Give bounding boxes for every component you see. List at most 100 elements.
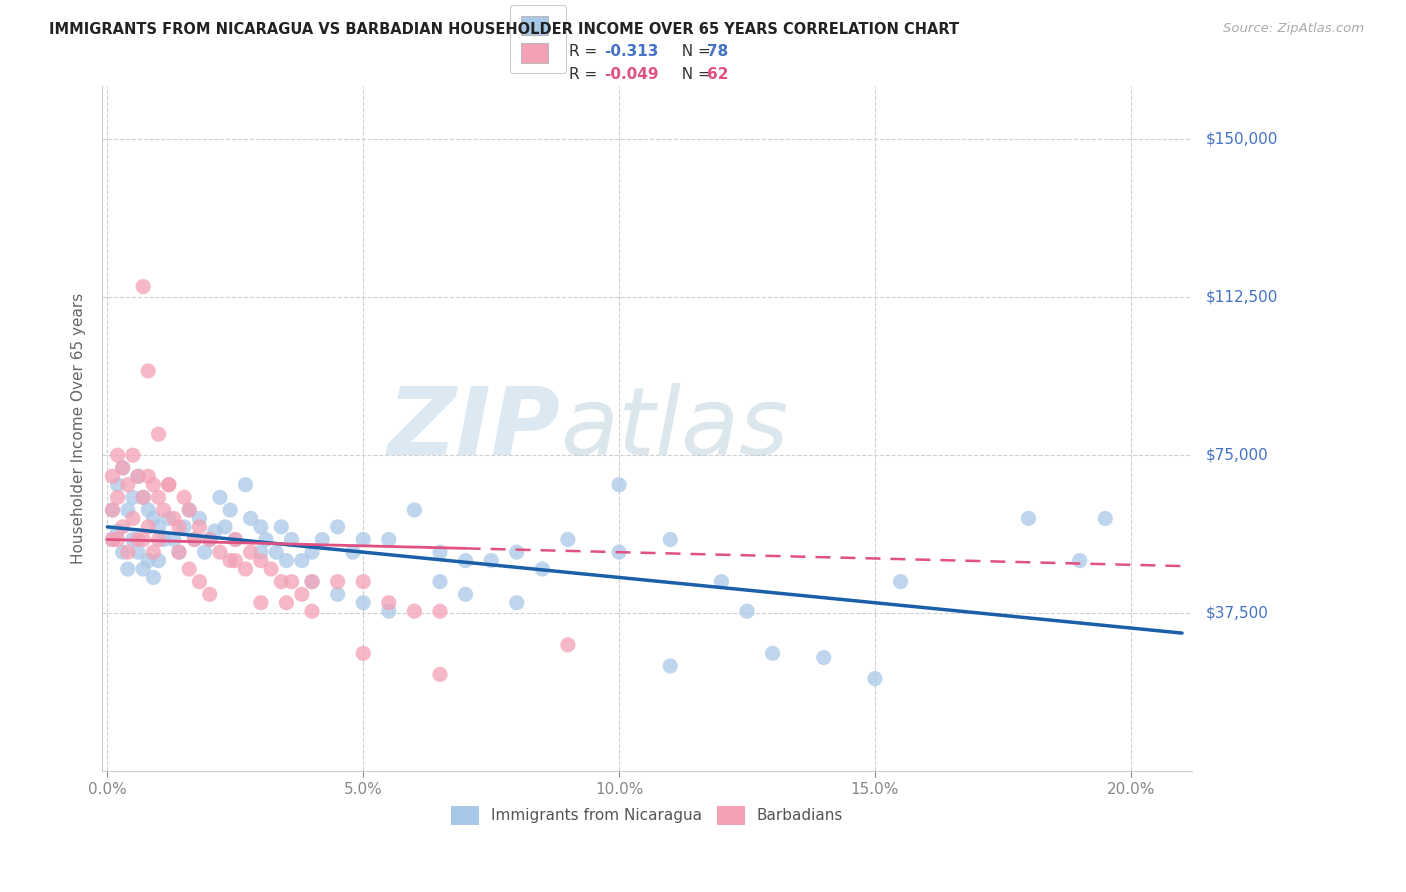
- Point: [107, 491, 129, 505]
- Point: [127, 533, 149, 547]
- Point: [117, 562, 139, 576]
- Point: [352, 574, 374, 589]
- Point: [107, 533, 129, 547]
- Point: [219, 553, 242, 567]
- Point: [157, 477, 180, 491]
- Text: N =: N =: [672, 45, 716, 59]
- Point: [276, 553, 298, 567]
- Point: [111, 460, 134, 475]
- Point: [152, 533, 174, 547]
- Point: [136, 469, 159, 483]
- Point: [127, 469, 149, 483]
- Point: [326, 587, 349, 601]
- Point: [148, 491, 170, 505]
- Point: [132, 279, 155, 293]
- Point: [239, 545, 262, 559]
- Point: [429, 574, 451, 589]
- Point: [208, 491, 231, 505]
- Point: [142, 511, 165, 525]
- Point: [270, 574, 292, 589]
- Text: $150,000: $150,000: [1206, 131, 1278, 146]
- Point: [167, 545, 190, 559]
- Point: [276, 596, 298, 610]
- Point: [173, 491, 195, 505]
- Legend: Immigrants from Nicaragua, Barbadians: Immigrants from Nicaragua, Barbadians: [443, 798, 851, 832]
- Point: [479, 553, 502, 567]
- Point: [101, 533, 124, 547]
- Point: [219, 503, 242, 517]
- Point: [142, 545, 165, 559]
- Point: [167, 545, 190, 559]
- Point: [378, 533, 401, 547]
- Point: [280, 533, 302, 547]
- Point: [107, 448, 129, 462]
- Point: [531, 562, 554, 576]
- Point: [179, 503, 201, 517]
- Point: [117, 545, 139, 559]
- Point: [250, 545, 273, 559]
- Point: [607, 477, 630, 491]
- Point: [235, 562, 257, 576]
- Point: [148, 427, 170, 442]
- Point: [710, 574, 733, 589]
- Point: [136, 520, 159, 534]
- Point: [188, 574, 211, 589]
- Point: [127, 469, 149, 483]
- Point: [101, 503, 124, 517]
- Point: [260, 562, 283, 576]
- Point: [101, 503, 124, 517]
- Point: [132, 491, 155, 505]
- Point: [224, 533, 246, 547]
- Point: [136, 553, 159, 567]
- Point: [404, 604, 426, 618]
- Point: [179, 562, 201, 576]
- Point: [342, 545, 364, 559]
- Point: [378, 604, 401, 618]
- Point: [122, 533, 145, 547]
- Point: [101, 533, 124, 547]
- Point: [326, 574, 349, 589]
- Point: [183, 533, 205, 547]
- Point: [378, 596, 401, 610]
- Point: [254, 533, 277, 547]
- Point: [198, 533, 221, 547]
- Point: [117, 477, 139, 491]
- Point: [122, 491, 145, 505]
- Point: [136, 364, 159, 378]
- Point: [352, 596, 374, 610]
- Point: [557, 638, 579, 652]
- Point: [404, 503, 426, 517]
- Point: [183, 533, 205, 547]
- Point: [157, 511, 180, 525]
- Point: [173, 520, 195, 534]
- Point: [1018, 511, 1040, 525]
- Point: [429, 667, 451, 681]
- Point: [167, 520, 190, 534]
- Point: [198, 587, 221, 601]
- Point: [506, 596, 529, 610]
- Point: [193, 545, 215, 559]
- Point: [188, 520, 211, 534]
- Point: [735, 604, 758, 618]
- Point: [107, 477, 129, 491]
- Point: [204, 524, 226, 538]
- Text: $112,500: $112,500: [1206, 290, 1278, 305]
- Point: [762, 646, 785, 660]
- Point: [157, 477, 180, 491]
- Point: [270, 520, 292, 534]
- Point: [132, 562, 155, 576]
- Point: [214, 520, 236, 534]
- Point: [250, 596, 273, 610]
- Point: [122, 448, 145, 462]
- Point: [352, 533, 374, 547]
- Text: $75,000: $75,000: [1206, 448, 1268, 463]
- Point: [208, 545, 231, 559]
- Point: [142, 570, 165, 584]
- Point: [188, 511, 211, 525]
- Text: ZIP: ZIP: [387, 383, 560, 475]
- Point: [107, 524, 129, 538]
- Point: [179, 503, 201, 517]
- Point: [301, 574, 323, 589]
- Point: [1094, 511, 1116, 525]
- Point: [127, 545, 149, 559]
